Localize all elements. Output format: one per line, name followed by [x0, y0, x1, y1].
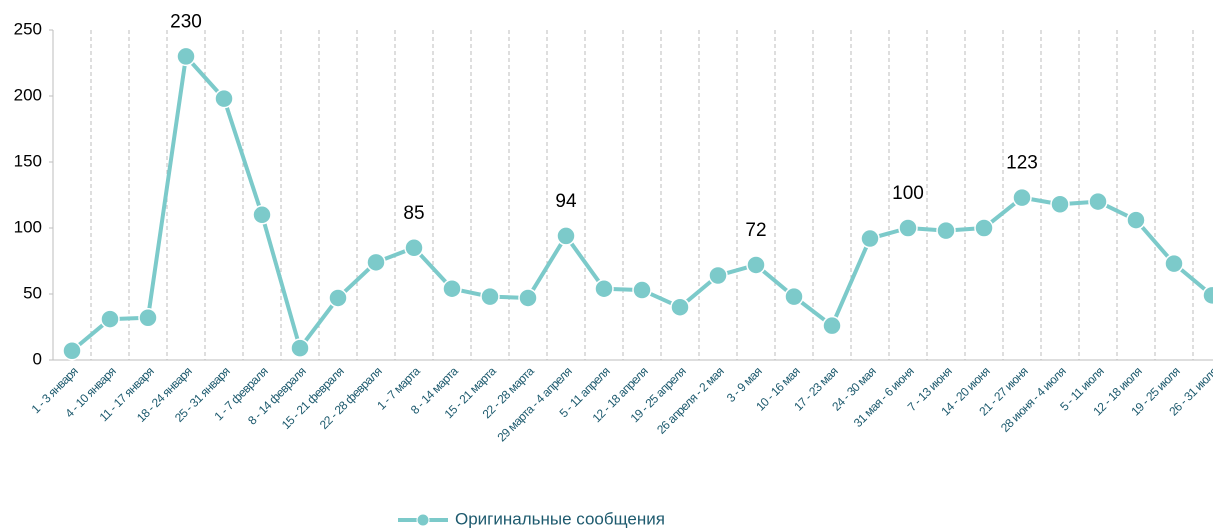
- point: [784, 286, 804, 307]
- point: [1126, 210, 1146, 230]
- data-label: 123: [1006, 153, 1038, 174]
- point: [974, 218, 994, 238]
- point: [708, 265, 728, 286]
- x-tick-label: 28 июня - 4 июля: [998, 364, 1068, 434]
- point: [1088, 191, 1108, 212]
- point: [480, 286, 500, 307]
- legend-label: Оригинальные сообщения: [455, 509, 665, 528]
- point: [62, 341, 82, 361]
- point: [632, 280, 652, 300]
- legend-marker: [416, 513, 430, 527]
- y-tick-label: 250: [14, 19, 42, 38]
- y-tick-label: 200: [14, 85, 42, 104]
- point: [328, 288, 348, 308]
- point: [898, 218, 918, 238]
- point: [556, 226, 576, 246]
- point: [252, 205, 272, 225]
- y-tick-label: 0: [33, 349, 42, 368]
- point: [518, 288, 538, 308]
- data-label: 100: [892, 183, 924, 204]
- y-tick-label: 50: [23, 283, 42, 302]
- point: [594, 278, 614, 299]
- data-label: 230: [170, 11, 202, 32]
- point: [1164, 253, 1184, 274]
- point: [366, 252, 386, 273]
- point: [860, 228, 880, 249]
- point: [100, 309, 120, 329]
- x-tick-label: 26 апреля - 2 мая: [654, 364, 726, 436]
- point: [746, 255, 766, 275]
- data-label: 85: [403, 203, 424, 224]
- point: [290, 338, 310, 358]
- point: [214, 88, 234, 109]
- point: [1050, 194, 1070, 214]
- data-label: 72: [745, 220, 766, 241]
- y-tick-label: 100: [14, 217, 42, 236]
- point: [176, 46, 196, 67]
- point: [1202, 285, 1213, 306]
- point: [138, 308, 158, 328]
- point: [936, 220, 956, 241]
- data-label: 94: [555, 191, 577, 212]
- point: [1012, 187, 1032, 208]
- point: [442, 278, 462, 299]
- point: [404, 238, 424, 258]
- y-tick-label: 150: [14, 151, 42, 170]
- point: [822, 315, 842, 336]
- point: [670, 297, 690, 317]
